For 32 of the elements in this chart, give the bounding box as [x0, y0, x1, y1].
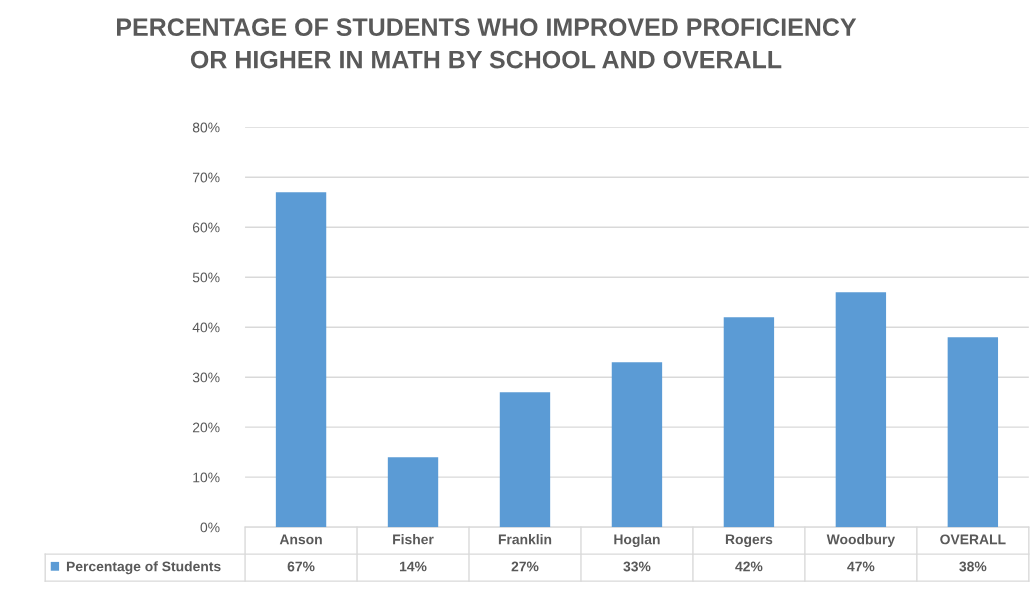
bar [723, 317, 775, 528]
x-tick-label: Anson [279, 534, 322, 545]
x-tick-label: Fisher [393, 534, 434, 545]
x-tick-label: Rogers [725, 534, 773, 548]
data-label: 33% [623, 561, 651, 572]
bar [835, 292, 887, 528]
y-tick-label: 60% [192, 222, 220, 233]
bar [387, 457, 439, 528]
y-tick-label: 20% [192, 422, 220, 433]
x-tick-label: Woodbury [826, 534, 896, 548]
data-label: 42% [735, 561, 763, 572]
bar [275, 192, 327, 528]
chart-title: PERCENTAGE OF STUDENTS WHO IMPROVED PROFICIENCY OR HIGHER IN MATH BY SCHOOL AND OVERALL [117, 18, 857, 69]
y-tick-label: 0% [200, 522, 220, 533]
y-tick-label: 50% [192, 272, 220, 283]
data-label: 38% [959, 561, 987, 572]
data-label: 14% [399, 561, 427, 572]
bar [947, 337, 999, 528]
y-tick-label: 80% [192, 122, 220, 133]
y-tick-label: 70% [192, 172, 220, 183]
y-tick-label: 40% [192, 322, 220, 333]
legend-label: Percentage of Students [66, 561, 221, 575]
y-tick-label: 30% [192, 372, 220, 383]
bar [499, 392, 551, 528]
x-tick-label: Hoglan [614, 534, 660, 548]
data-label: 67% [287, 561, 315, 572]
data-label: 27% [511, 561, 539, 572]
x-tick-label: OVERALL [940, 534, 1006, 545]
bar [611, 362, 663, 528]
data-label: 47% [847, 561, 875, 572]
y-tick-label: 10% [193, 472, 220, 483]
x-tick-label: Franklin [498, 534, 552, 545]
